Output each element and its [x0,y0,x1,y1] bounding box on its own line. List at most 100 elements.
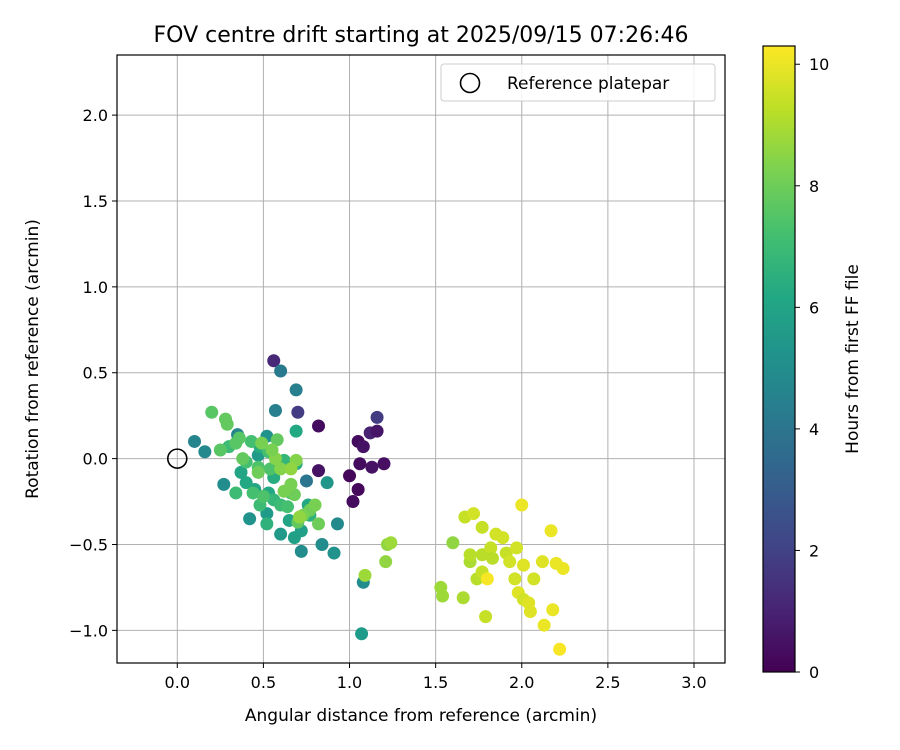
scatter-point [294,544,308,558]
scatter-point [556,562,570,576]
scatter-point [251,465,265,479]
scatter-point [484,541,498,555]
scatter-point [346,495,360,509]
scatter-point [479,610,493,624]
chart-title: FOV centre drift starting at 2025/09/15 … [154,23,689,48]
scatter-point [384,536,398,550]
scatter-point [291,405,305,419]
scatter-point [267,354,281,368]
scatter-point [436,589,450,603]
scatter-point [308,498,322,512]
scatter-point [358,568,372,582]
y-tick-label: 0.0 [83,450,108,469]
scatter-point [256,489,270,503]
scatter-point [277,484,291,498]
colorbar-label: Hours from first FF file [843,264,863,454]
scatter-point [239,476,253,490]
scatter-point [510,541,524,555]
scatter-point [351,483,365,497]
x-tick-label: 0.0 [165,673,190,692]
scatter-point [217,477,231,491]
scatter-point [365,460,379,474]
legend: Reference platepar [440,63,716,102]
colorbar-tick-label: 2 [809,541,819,560]
colorbar-tick-label: 8 [809,177,819,196]
scatter-point [370,410,384,424]
scatter-point [265,443,279,457]
scatter-point [274,527,288,541]
scatter-point [255,436,269,450]
y-tick-label: 1.0 [83,278,108,297]
scatter-point [546,603,560,617]
scatter-point [246,486,260,500]
x-tick-label: 0.5 [251,673,276,692]
scatter-point [553,642,567,656]
scatter-point [260,517,274,531]
scatter-point [274,364,288,378]
y-tick-label: 2.0 [83,106,108,125]
scatter-point [537,618,551,632]
scatter-point [270,433,284,447]
y-tick-label: −0.5 [69,535,108,554]
scatter-point [312,419,326,433]
scatter-point [315,537,329,551]
scatter-point [268,404,282,418]
scatter-point [496,531,510,545]
x-axis-label: Angular distance from reference (arcmin) [245,706,597,726]
scatter-point [343,469,357,483]
colorbar-tick-label: 10 [809,55,829,74]
colorbar-ticks: 0 2 4 6 8 10 [795,55,829,682]
legend-entry-reference: Reference platepar [507,74,669,94]
scatter-point [243,512,257,526]
scatter-point [353,457,367,471]
scatter-point [523,604,537,618]
y-axis-label: Rotation from reference (arcmin) [23,219,43,499]
scatter-point [284,462,298,476]
scatter-point [320,476,334,490]
reference-platepar-marker [166,448,188,469]
scatter-point [355,627,369,641]
x-tick-label: 1.0 [337,673,362,692]
scatter-point [287,488,301,502]
colorbar-gradient [762,45,796,673]
colorbar-tick-label: 0 [809,663,819,682]
scatter-point [213,443,227,457]
x-tick-label: 2.0 [509,673,534,692]
scatter-point [379,555,393,569]
scatter-point [229,436,243,450]
scatter-point [293,510,307,524]
scatter-point [456,591,470,605]
scatter-point [467,507,481,521]
scatter-point [289,383,303,397]
scatter-point [485,551,499,565]
scatter-point [475,520,489,534]
y-tick-label: 0.5 [83,364,108,383]
legend-reference-marker [459,72,481,94]
scatter-point [263,462,277,476]
scatter-point [515,498,529,512]
scatter-point [446,536,460,550]
scatter-points [166,354,570,656]
scatter-point [289,424,303,438]
legend-box [440,63,716,102]
grid [117,55,725,663]
scatter-point [377,457,391,471]
scatter-point [544,524,558,538]
scatter-point [299,474,313,488]
plot-area-frame [116,54,726,664]
y-tick-label: −1.0 [69,621,108,640]
colorbar: 0 2 4 6 8 10 Hours from first FF file [762,45,863,682]
scatter-point [370,424,384,438]
scatter-point [229,486,243,500]
x-tick-label: 2.5 [595,673,620,692]
scatter-point [327,546,341,560]
scatter-point [527,572,541,586]
colorbar-tick-label: 6 [809,298,819,317]
scatter-point [244,434,258,448]
scatter-point [312,517,326,531]
scatter-point [535,555,549,569]
scatter-point [508,572,522,586]
scatter-point [330,517,344,531]
